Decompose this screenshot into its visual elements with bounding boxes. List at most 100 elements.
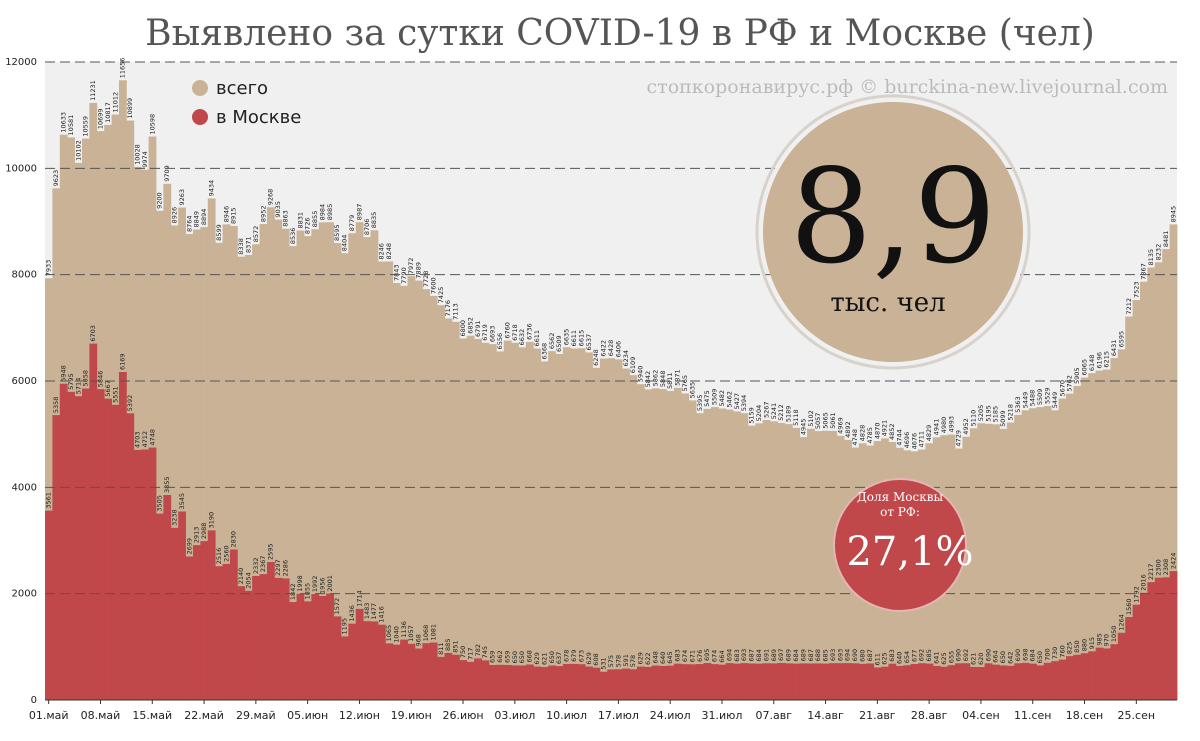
- bar: [141, 449, 149, 700]
- chart-title: Выявлено за сутки COVID-19 в РФ и Москве…: [145, 13, 1095, 54]
- value-label: 6065: [1081, 359, 1089, 376]
- value-label: 4945: [799, 419, 807, 436]
- bar: [1006, 422, 1015, 700]
- bar: [185, 234, 194, 700]
- value-label: 1792: [1132, 586, 1140, 603]
- value-label: 825: [1066, 642, 1074, 654]
- value-label: 8481: [1162, 231, 1170, 248]
- value-label: 676: [696, 650, 704, 662]
- bar: [111, 404, 120, 700]
- bar: [170, 527, 179, 700]
- bar: [200, 227, 209, 700]
- bar: [59, 383, 68, 700]
- value-label: 650: [1036, 651, 1044, 663]
- bar: [540, 666, 549, 700]
- value-label: 578: [614, 655, 622, 667]
- value-label: 690: [851, 649, 859, 661]
- value-label: 6368: [540, 343, 548, 360]
- bar: [45, 510, 53, 700]
- bar: [673, 663, 682, 700]
- bar: [148, 136, 157, 700]
- bar: [770, 421, 778, 700]
- value-label: 4712: [141, 431, 149, 448]
- bar: [1058, 659, 1067, 700]
- bar: [969, 428, 978, 700]
- value-label: 5189: [785, 406, 793, 423]
- bar: [1147, 582, 1156, 700]
- bar: [488, 664, 497, 700]
- value-label: 7843: [392, 264, 400, 281]
- bar: [570, 663, 579, 700]
- bar: [481, 342, 490, 700]
- bar: [1073, 386, 1082, 700]
- value-label: 5667: [104, 380, 112, 397]
- value-label: 10899: [126, 98, 134, 119]
- bar: [585, 352, 593, 700]
- value-label: 2001: [326, 575, 334, 592]
- bar: [577, 664, 586, 700]
- bar: [207, 530, 216, 700]
- bar: [1125, 316, 1134, 700]
- bar: [414, 648, 423, 700]
- bar: [784, 663, 793, 700]
- bar: [155, 210, 164, 700]
- bar: [644, 666, 653, 700]
- bar: [1043, 662, 1052, 700]
- bar: [407, 276, 416, 700]
- bar: [814, 431, 823, 700]
- bar: [562, 663, 571, 700]
- value-label: 9709: [163, 165, 171, 182]
- value-label: 5670: [1058, 380, 1066, 397]
- bar: [1140, 592, 1148, 700]
- value-label: 685: [925, 649, 933, 661]
- bar: [1147, 267, 1156, 700]
- bar: [599, 671, 608, 700]
- value-label: 1842: [289, 584, 297, 601]
- bar: [525, 341, 534, 700]
- bar: [888, 663, 897, 700]
- legend-swatch: [192, 109, 208, 125]
- annotation-value: 8,9: [790, 141, 997, 293]
- legend-label: всего: [216, 78, 268, 99]
- y-tick-label: 0: [31, 695, 37, 706]
- bar: [1110, 644, 1119, 700]
- value-label: 8371: [244, 236, 252, 253]
- bar: [370, 621, 379, 700]
- value-label: 5185: [992, 406, 1000, 423]
- value-label: 690: [984, 649, 992, 661]
- bar: [52, 415, 61, 700]
- bar: [296, 593, 305, 700]
- value-label: 1050: [1110, 626, 1118, 643]
- bar: [192, 229, 201, 700]
- bar: [1073, 654, 1082, 700]
- bar: [170, 225, 179, 700]
- bar: [377, 261, 386, 700]
- bar: [622, 368, 630, 700]
- bar: [348, 623, 357, 700]
- bar: [488, 344, 497, 700]
- bar: [163, 495, 172, 700]
- value-label: 4952: [962, 418, 970, 435]
- bar: [777, 662, 786, 700]
- x-tick-label: 05.июн: [287, 709, 328, 722]
- bar: [969, 666, 978, 700]
- legend-swatch: [192, 80, 208, 96]
- bar: [799, 437, 808, 700]
- bar: [318, 596, 327, 700]
- bar: [155, 513, 164, 700]
- value-label: 8726: [304, 218, 312, 235]
- bar: [511, 342, 519, 700]
- bar: [377, 624, 386, 700]
- value-label: 6595: [1118, 331, 1126, 348]
- bar: [1051, 661, 1060, 700]
- value-label: 673: [577, 650, 585, 662]
- value-label: 7790: [400, 267, 408, 284]
- bar: [511, 665, 519, 700]
- legend: всего в Москве: [192, 78, 301, 128]
- value-label: 5714: [74, 378, 82, 395]
- value-label: 674: [681, 650, 689, 662]
- bar: [266, 207, 275, 700]
- bar: [385, 261, 394, 700]
- bar: [400, 639, 408, 700]
